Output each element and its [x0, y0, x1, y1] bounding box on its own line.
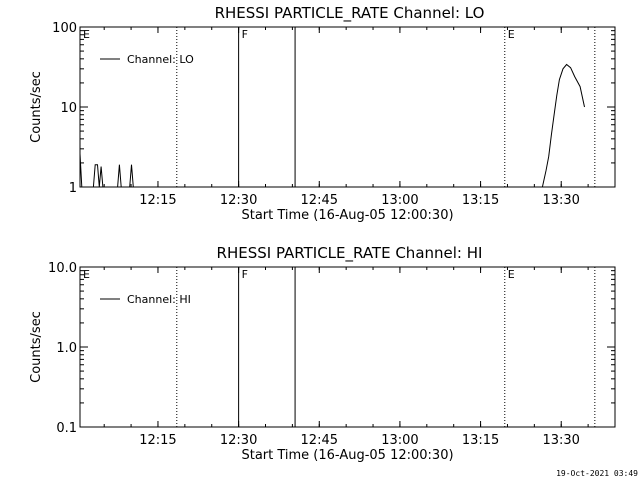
- panel-2-x-tick-label: 13:00: [381, 433, 418, 448]
- panel-2-x-axis-label: Start Time (16-Aug-05 12:00:30): [241, 448, 453, 463]
- panel-1-x-tick-label: 13:00: [381, 193, 418, 208]
- panel-1-y-tick-label: 10: [60, 101, 77, 116]
- panel-1-x-tick-label: 13:15: [462, 193, 499, 208]
- panel-2-x-tick-label: 12:45: [301, 433, 338, 448]
- panel-2-y-tick-label: 0.1: [56, 421, 77, 436]
- panel-1-title: RHESSI PARTICLE_RATE Channel: LO: [215, 4, 485, 23]
- panel-2-y-tick-label: 1.0: [56, 341, 77, 356]
- panel-1-x-tick-label: 13:30: [542, 193, 579, 208]
- panel-1-y-tick-label: 1: [69, 181, 77, 196]
- panel-1-series-line: [79, 63, 585, 188]
- panel-2-legend-label: Channel: HI: [127, 293, 191, 306]
- panel-2-x-tick-label: 13:30: [542, 433, 579, 448]
- panel-2-x-tick-label: 13:15: [462, 433, 499, 448]
- panel-2-x-tick-label: 12:30: [220, 433, 257, 448]
- panel-1-legend-label: Channel: LO: [127, 53, 194, 66]
- panel-1-y-axis-label: Counts/sec: [29, 71, 44, 143]
- panel-1-x-tick-label: 12:15: [139, 193, 176, 208]
- panel-2-marker-label: E: [508, 268, 515, 281]
- panel-1-y-tick-label: 100: [52, 21, 77, 36]
- panel-1-x-tick-label: 12:30: [220, 193, 257, 208]
- panel-1-x-tick-label: 12:45: [301, 193, 338, 208]
- panel-2-marker-label: F: [242, 268, 248, 281]
- panel-2-y-tick-label: 10.0: [48, 261, 77, 276]
- panel-1-x-axis-label: Start Time (16-Aug-05 12:00:30): [241, 208, 453, 223]
- panel-2-y-axis-label: Counts/sec: [29, 311, 44, 383]
- panel-1-marker-label: E: [508, 28, 515, 41]
- panel-2-marker-label: E: [83, 268, 90, 281]
- panel-2-title: RHESSI PARTICLE_RATE Channel: HI: [217, 244, 483, 263]
- panel-1-marker-label: E: [83, 28, 90, 41]
- timestamp-label: 19-Oct-2021 03:49: [556, 469, 638, 478]
- panel-2-x-tick-label: 12:15: [139, 433, 176, 448]
- panel-1-marker-label: F: [242, 28, 248, 41]
